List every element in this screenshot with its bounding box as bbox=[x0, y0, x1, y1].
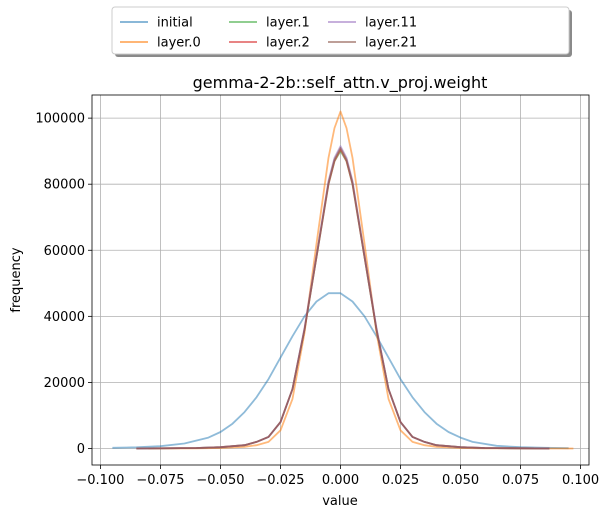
series-line-layer-1 bbox=[136, 150, 550, 450]
y-tick-label: 20000 bbox=[44, 376, 85, 391]
y-axis-label: frequency bbox=[9, 247, 24, 313]
y-tick-label: 40000 bbox=[44, 310, 85, 325]
x-tick-label: 0.075 bbox=[502, 473, 539, 488]
legend-label: layer.2 bbox=[266, 36, 310, 51]
y-axis-ticks: 0 20000 40000 60000 80000 100000 bbox=[35, 112, 92, 457]
series-line-initial bbox=[112, 292, 569, 450]
y-tick-label: 80000 bbox=[44, 178, 85, 193]
series-line-layer-11 bbox=[136, 145, 550, 450]
y-tick-label: 0 bbox=[77, 442, 85, 457]
x-axis-ticks: −0.100 −0.075 −0.050 −0.025 0.000 0.025 0.050 0… bbox=[76, 465, 599, 488]
legend-label: layer.11 bbox=[365, 16, 417, 31]
x-tick-label: 0.050 bbox=[442, 473, 479, 488]
legend-label: initial bbox=[157, 16, 193, 31]
x-tick-label: −0.025 bbox=[256, 473, 304, 488]
series-line-layer-2 bbox=[136, 148, 550, 450]
legend: initial layer.0 layer.1 layer.2 layer.11 laye… bbox=[111, 6, 572, 57]
x-tick-label: −0.100 bbox=[76, 473, 124, 488]
series-line-layer-21 bbox=[136, 146, 550, 450]
series-lines bbox=[112, 110, 574, 450]
y-tick-label: 60000 bbox=[44, 244, 85, 259]
y-tick-label: 100000 bbox=[35, 112, 85, 127]
x-tick-label: 0.000 bbox=[322, 473, 359, 488]
x-tick-label: −0.075 bbox=[136, 473, 184, 488]
legend-label: layer.1 bbox=[266, 16, 310, 31]
chart-title: gemma-2-2b::self_attn.v_proj.weight bbox=[193, 73, 488, 93]
legend-label: layer.21 bbox=[365, 36, 417, 51]
legend-label: layer.0 bbox=[157, 36, 201, 51]
grid bbox=[92, 95, 589, 465]
x-tick-label: −0.050 bbox=[196, 473, 244, 488]
series-line-layer-0 bbox=[148, 110, 574, 450]
x-tick-label: 0.025 bbox=[382, 473, 419, 488]
x-tick-label: 0.100 bbox=[562, 473, 599, 488]
x-axis-label: value bbox=[322, 494, 358, 509]
legend-box bbox=[111, 6, 570, 55]
